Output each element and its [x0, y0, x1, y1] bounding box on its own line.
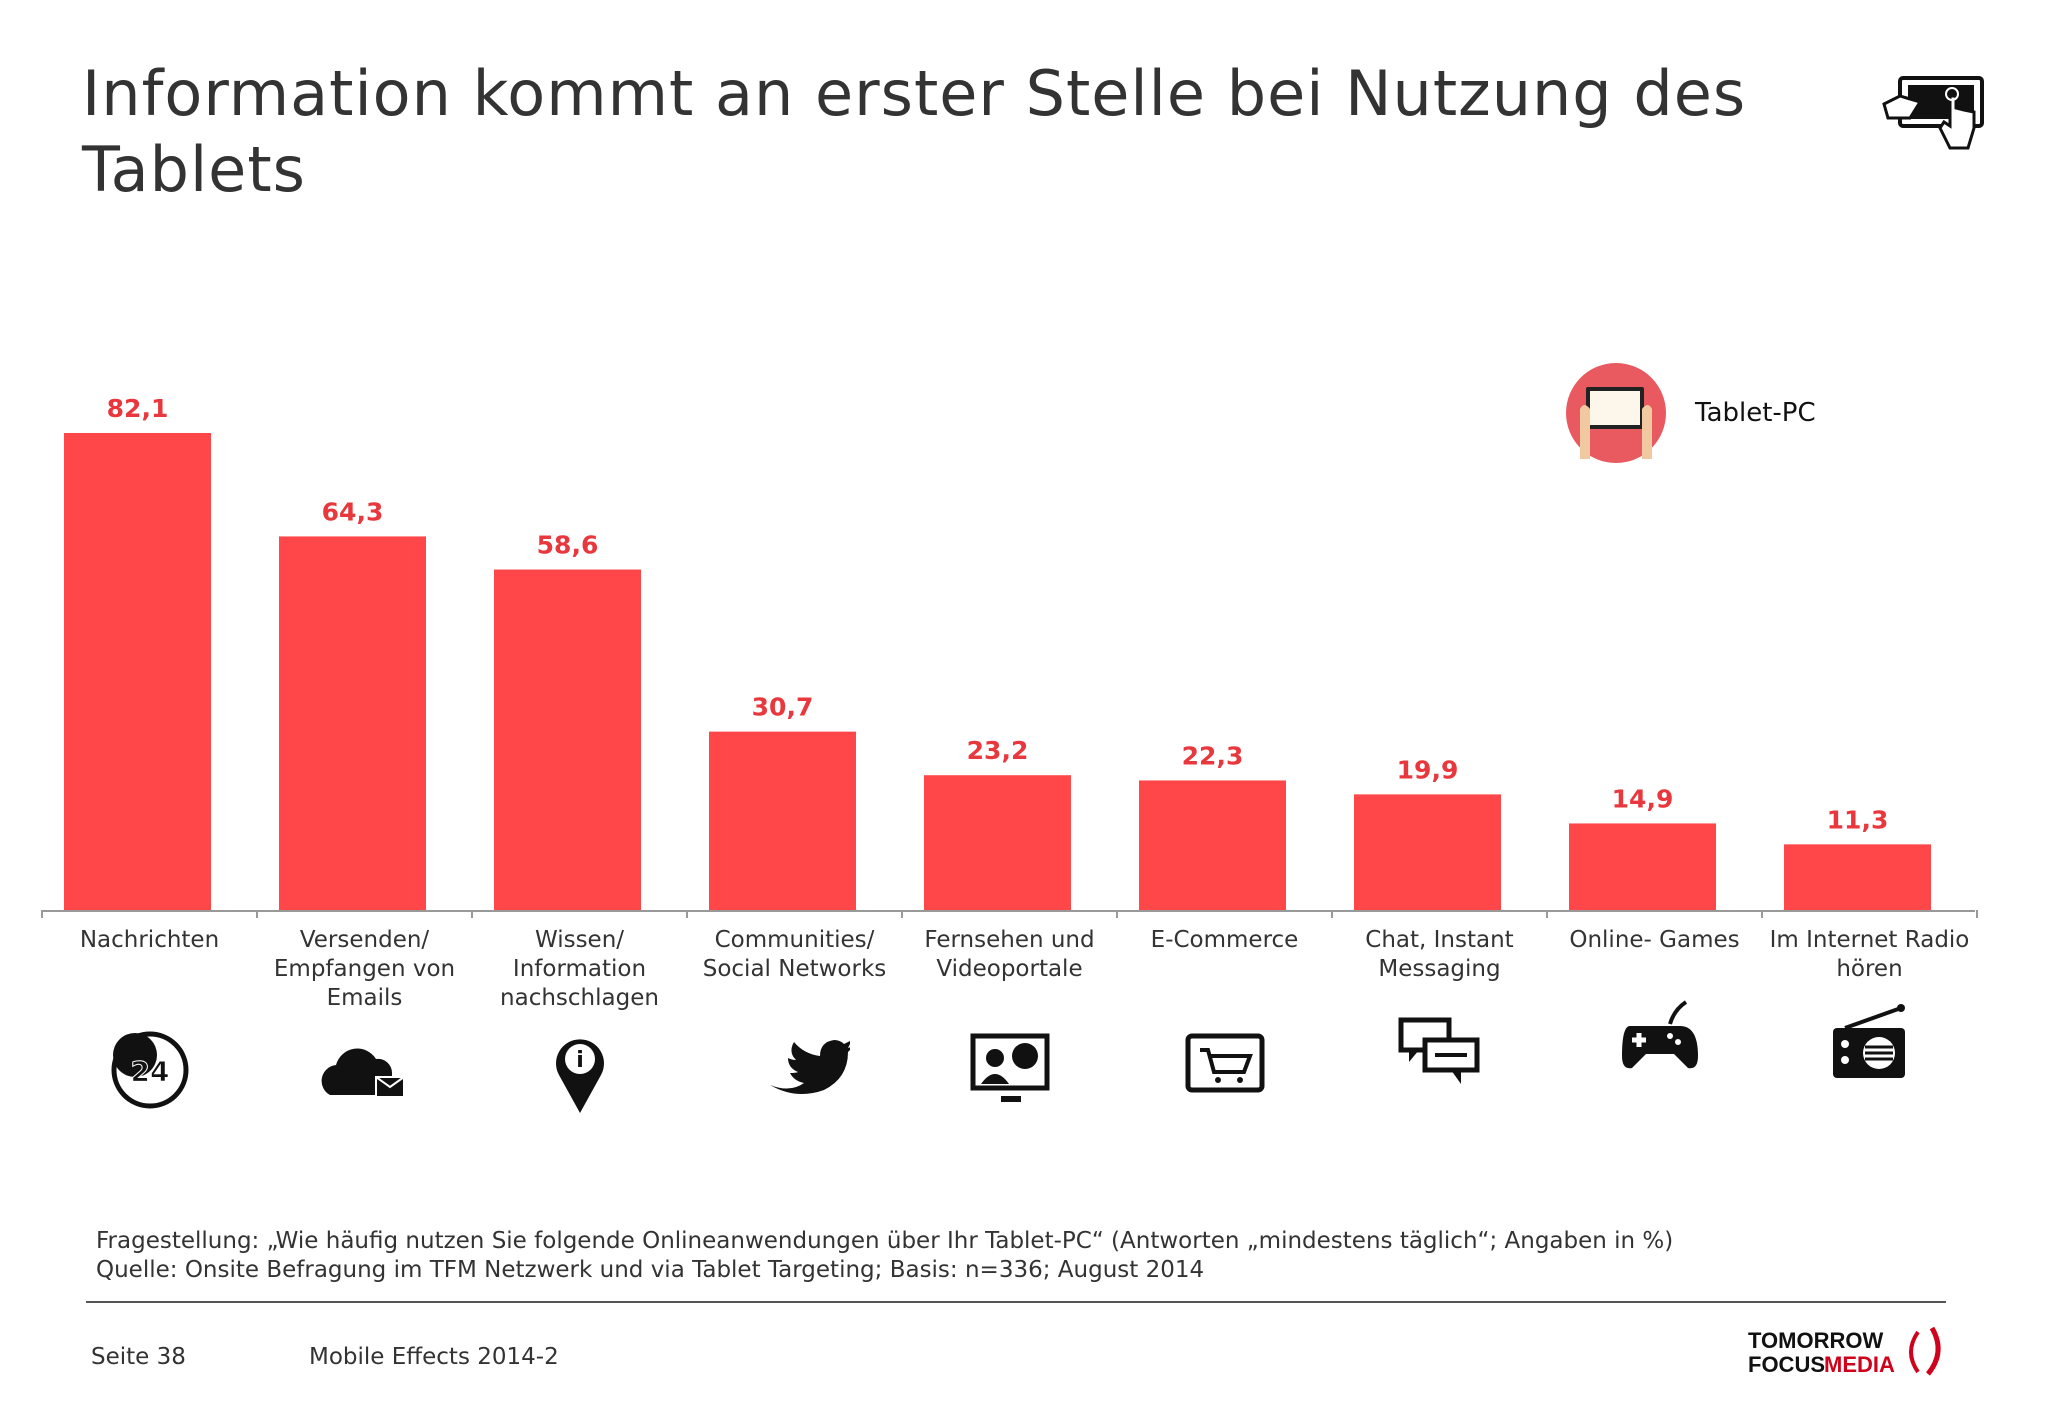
bar-2 [494, 569, 641, 910]
svg-text:i: i [576, 1048, 584, 1073]
svg-text:24: 24 [130, 1055, 169, 1088]
category-label-1: Versenden/ Empfangen von Emails [273, 927, 456, 1011]
page-title: Information kommt an erster Stelle bei N… [82, 57, 1747, 206]
data-label-2: 58,6 [537, 531, 599, 560]
logo-line1: TOMORROW [1748, 1328, 1883, 1353]
logo-line2b: MEDIA [1824, 1352, 1895, 1376]
data-label-5: 22,3 [1182, 741, 1244, 770]
category-label-8: Im Internet Radio hören [1769, 927, 1970, 982]
page-number: Seite 38 [91, 1344, 186, 1370]
cloud-mail-icon [321, 1048, 405, 1098]
data-label-7: 14,9 [1612, 784, 1674, 813]
bar-4 [924, 775, 1071, 910]
question-note: Fragestellung: „Wie häufig nutzen Sie fo… [96, 1228, 1674, 1254]
publication-name: Mobile Effects 2014-2 [309, 1344, 559, 1370]
gamepad-icon [1621, 1000, 1698, 1069]
data-label-0: 82,1 [107, 394, 169, 423]
category-label-3: Communities/ Social Networks [702, 927, 887, 982]
radio-icon [1832, 1004, 1905, 1078]
twitter-bird-icon [769, 1040, 850, 1094]
data-label-3: 30,7 [752, 693, 814, 722]
data-label-1: 64,3 [322, 497, 384, 526]
bar-6 [1354, 794, 1501, 910]
category-label-2: Wissen/ Information nachschlagen [500, 927, 659, 1011]
category-label-0: Nachrichten [79, 927, 220, 953]
category-label-6: Chat, Instant Messaging [1365, 927, 1514, 982]
data-label-4: 23,2 [967, 736, 1029, 765]
tomorrow-focus-media-logo: TOMORROW FOCUS MEDIA [1748, 1326, 1941, 1376]
clock-24-globe-icon: 24 [111, 1031, 188, 1109]
bar-3 [709, 731, 856, 910]
bar-7 [1569, 823, 1716, 910]
legend-label: Tablet-PC [1695, 398, 1816, 428]
data-label-6: 19,9 [1397, 755, 1459, 784]
data-label-8: 11,3 [1827, 805, 1889, 834]
bar-5 [1139, 780, 1286, 910]
source-note: Quelle: Onsite Befragung im TFM Netzwerk… [96, 1257, 1205, 1283]
info-pin-icon: i [555, 1039, 604, 1113]
chat-bubbles-icon [1398, 1017, 1479, 1084]
tablet-touch-icon [1882, 76, 1984, 150]
bar-8 [1784, 844, 1931, 910]
logo-line2a: FOCUS [1748, 1352, 1825, 1376]
video-screen-icon [970, 1033, 1049, 1102]
bar-0 [64, 432, 211, 910]
category-label-7: Online- Games [1569, 927, 1740, 953]
category-label-5: E-Commerce [1150, 927, 1299, 953]
bar-1 [279, 536, 426, 910]
legend: Tablet-PC [1566, 363, 1816, 463]
shopping-cart-screen-icon [1185, 1033, 1264, 1093]
tablet-in-hands-icon [1566, 363, 1666, 463]
divider [86, 1301, 1946, 1303]
category-label-4: Fernsehen und Videoportale [924, 927, 1095, 982]
